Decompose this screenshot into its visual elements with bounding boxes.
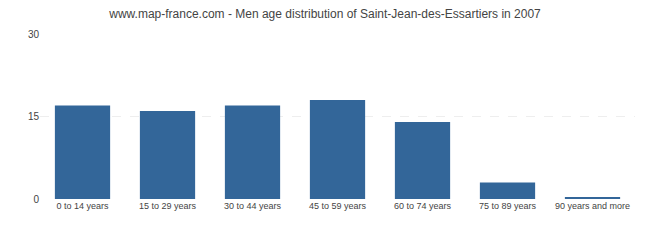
svg-text:75 to 89 years: 75 to 89 years xyxy=(479,201,537,211)
svg-text:45 to 59 years: 45 to 59 years xyxy=(309,201,367,211)
svg-text:30 to 44 years: 30 to 44 years xyxy=(224,201,282,211)
svg-text:0 to 14 years: 0 to 14 years xyxy=(56,201,109,211)
svg-text:15 to 29 years: 15 to 29 years xyxy=(139,201,197,211)
svg-text:60 to 74 years: 60 to 74 years xyxy=(394,201,452,211)
svg-text:30: 30 xyxy=(28,29,40,40)
svg-text:15: 15 xyxy=(28,111,40,122)
svg-text:0: 0 xyxy=(33,194,39,205)
svg-text:90 years and more: 90 years and more xyxy=(555,201,630,211)
svg-text:www.map-france.com - Men age d: www.map-france.com - Men age distributio… xyxy=(108,7,541,21)
